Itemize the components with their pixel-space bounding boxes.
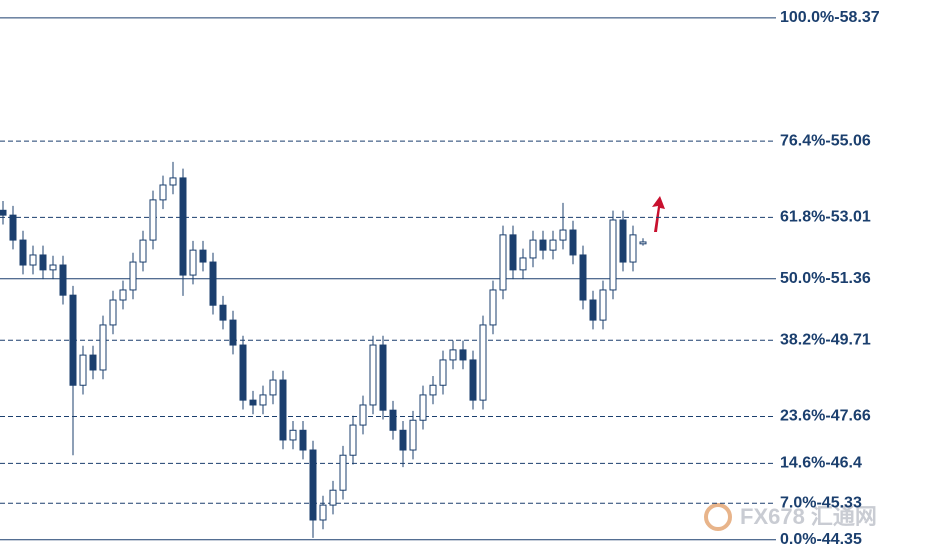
candle-body bbox=[619, 219, 627, 263]
candle-body bbox=[539, 239, 547, 251]
candle-body bbox=[409, 419, 417, 451]
candle-body bbox=[369, 344, 377, 406]
candle-body bbox=[269, 379, 277, 396]
candle-body bbox=[479, 324, 487, 401]
y-tick-label: 23.6%-47.66 bbox=[780, 408, 871, 425]
candle-body bbox=[359, 404, 367, 426]
candle-body bbox=[119, 289, 127, 301]
candle-body bbox=[79, 354, 87, 386]
candle-body bbox=[0, 209, 7, 216]
candle-body bbox=[309, 449, 317, 521]
candle-body bbox=[399, 429, 407, 451]
candle-body bbox=[569, 229, 577, 256]
candle-body bbox=[509, 234, 517, 271]
candle-body bbox=[289, 429, 297, 441]
candle-body bbox=[389, 409, 397, 431]
candle-body bbox=[279, 379, 287, 441]
candle-body bbox=[319, 504, 327, 521]
candle-body bbox=[549, 239, 557, 251]
logo-ring bbox=[704, 503, 732, 531]
candle-body bbox=[439, 359, 447, 386]
candle-body bbox=[29, 254, 37, 266]
candle-body bbox=[559, 229, 567, 241]
candle-body bbox=[599, 289, 607, 321]
candle-body bbox=[629, 234, 637, 263]
candle-body bbox=[159, 184, 167, 201]
y-tick-label: 7.0%-45.33 bbox=[780, 494, 862, 511]
candle-body bbox=[259, 394, 267, 406]
y-tick-label: 100.0%-58.37 bbox=[780, 9, 880, 26]
candle-body bbox=[589, 299, 597, 321]
candle-body bbox=[229, 319, 237, 346]
y-tick-label: 61.8%-53.01 bbox=[780, 209, 871, 226]
y-tick-label: 38.2%-49.71 bbox=[780, 331, 871, 348]
candle-body bbox=[49, 264, 57, 271]
candle-body bbox=[69, 294, 77, 386]
candle-body bbox=[379, 344, 387, 411]
watermark: FX678 汇通网 bbox=[740, 504, 877, 529]
up-arrow bbox=[652, 196, 665, 232]
candle-body bbox=[419, 394, 427, 421]
candle-body bbox=[449, 349, 457, 361]
candle-body bbox=[39, 254, 47, 271]
candle-body bbox=[149, 199, 157, 241]
watermark-logo bbox=[704, 503, 732, 531]
candle-body bbox=[169, 177, 177, 186]
candle-body bbox=[109, 299, 117, 326]
candle-body bbox=[209, 261, 217, 306]
candle-body bbox=[129, 261, 137, 291]
candle-body bbox=[429, 384, 437, 396]
candle-body bbox=[639, 241, 647, 245]
candle-body bbox=[9, 214, 17, 241]
candle-body bbox=[219, 304, 227, 321]
candle-body bbox=[139, 239, 147, 263]
candle-body bbox=[189, 249, 197, 276]
candle-body bbox=[339, 454, 347, 491]
y-tick-label: 14.6%-46.4 bbox=[780, 455, 862, 472]
y-tick-label: 50.0%-51.36 bbox=[780, 270, 871, 287]
candle-body bbox=[349, 424, 357, 456]
candle-body bbox=[609, 219, 617, 291]
candle-body bbox=[579, 254, 587, 301]
candle-body bbox=[99, 324, 107, 371]
candle-body bbox=[329, 489, 337, 506]
candle-body bbox=[199, 249, 207, 263]
candle-body bbox=[519, 257, 527, 271]
candle-body bbox=[469, 359, 477, 401]
candle-body bbox=[499, 234, 507, 291]
candle-body bbox=[59, 264, 67, 296]
y-tick-label: 0.0%-44.35 bbox=[780, 531, 862, 548]
candle-body bbox=[489, 289, 497, 326]
candle-body bbox=[239, 344, 247, 401]
candle-body bbox=[459, 349, 467, 361]
candle-body bbox=[19, 239, 27, 266]
y-tick-label: 76.4%-55.06 bbox=[780, 132, 871, 149]
candle-body bbox=[179, 177, 187, 276]
candle-body bbox=[299, 429, 307, 451]
candle-body bbox=[89, 354, 97, 371]
candle-body bbox=[529, 239, 537, 259]
candle-body bbox=[249, 399, 257, 406]
